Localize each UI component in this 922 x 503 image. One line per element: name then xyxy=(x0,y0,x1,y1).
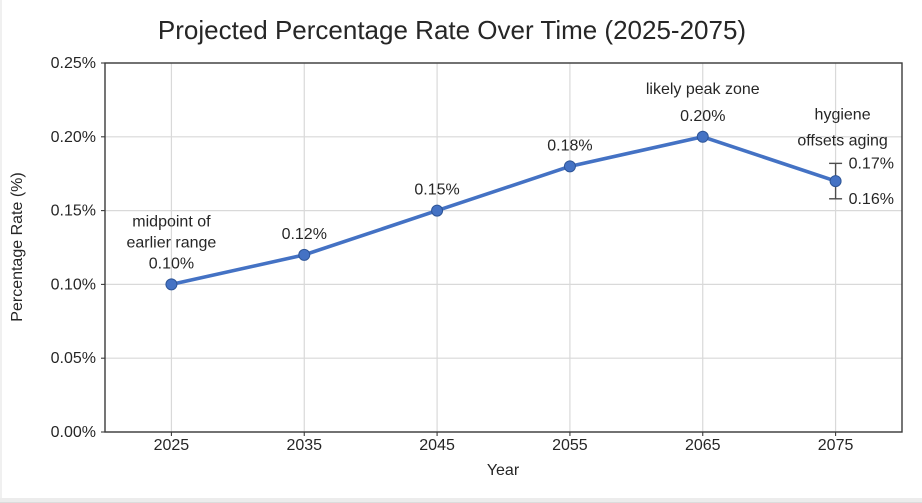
y-tick-label: 0.05% xyxy=(51,350,96,367)
error-bar-lower-label: 0.16% xyxy=(849,191,894,208)
x-tick-label: 2035 xyxy=(286,437,322,454)
data-point xyxy=(829,175,842,188)
x-tick-label: 2065 xyxy=(685,437,721,454)
y-tick-label: 0.15% xyxy=(51,203,96,220)
y-tick-label: 0.25% xyxy=(51,55,96,72)
data-point xyxy=(431,204,444,217)
data-label: 0.12% xyxy=(282,226,327,243)
chart-title: Projected Percentage Rate Over Time (202… xyxy=(158,15,746,45)
y-tick-label: 0.00% xyxy=(51,424,96,441)
image-bottom-edge-artifact xyxy=(0,498,922,503)
x-tick-label: 2025 xyxy=(154,437,190,454)
x-axis-title: Year xyxy=(487,462,520,479)
error-bar-upper-label: 0.17% xyxy=(849,155,894,172)
annotation-text: offsets aging xyxy=(797,132,887,149)
y-tick-label: 0.10% xyxy=(51,276,96,293)
annotation-text: midpoint of xyxy=(132,213,211,230)
plot-border xyxy=(104,62,903,433)
data-point xyxy=(696,130,709,143)
x-tick-label: 2075 xyxy=(818,437,854,454)
data-label: 0.20% xyxy=(680,108,725,125)
x-tick-label: 2045 xyxy=(419,437,455,454)
annotation-text: hygiene xyxy=(815,106,871,123)
annotation-text: earlier range xyxy=(127,234,217,251)
data-point xyxy=(563,160,576,173)
data-point xyxy=(298,248,311,261)
data-label: 0.15% xyxy=(414,182,459,199)
y-tick-label: 0.20% xyxy=(51,129,96,146)
x-tick-label: 2055 xyxy=(552,437,588,454)
annotation-text: likely peak zone xyxy=(646,81,760,98)
image-left-edge-artifact xyxy=(0,0,2,503)
data-label: 0.18% xyxy=(547,137,592,154)
chart-generated-layer: 0.00% 0.05% 0.10% 0.15% 0.20% 0.25% 2025 2035 20… xyxy=(51,55,903,454)
y-axis-title: Percentage Rate (%) xyxy=(9,172,26,321)
data-label: 0.10% xyxy=(149,255,194,272)
data-point xyxy=(165,278,178,291)
series-line xyxy=(169,135,838,287)
